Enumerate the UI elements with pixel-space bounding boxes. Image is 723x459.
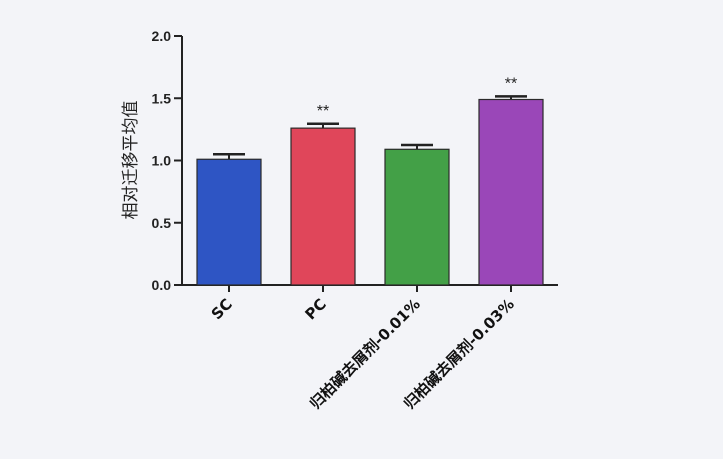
y-axis-label: 相对迁移平均值 xyxy=(121,101,141,220)
bar xyxy=(196,158,262,286)
significance-marker: ** xyxy=(505,75,517,92)
bar xyxy=(478,98,544,286)
significance-marker: ** xyxy=(317,103,329,120)
y-tick-label: 0.5 xyxy=(152,215,172,231)
y-tick-label: 2.0 xyxy=(152,28,172,44)
x-tick-label: SC xyxy=(208,295,236,323)
bar xyxy=(290,127,356,286)
y-tick-label: 1.0 xyxy=(152,153,172,169)
x-tick-label: PC xyxy=(302,295,330,323)
bar xyxy=(384,148,450,286)
y-tick-label: 0.0 xyxy=(152,277,172,293)
y-tick-label: 1.5 xyxy=(152,90,172,106)
bars xyxy=(196,95,544,286)
